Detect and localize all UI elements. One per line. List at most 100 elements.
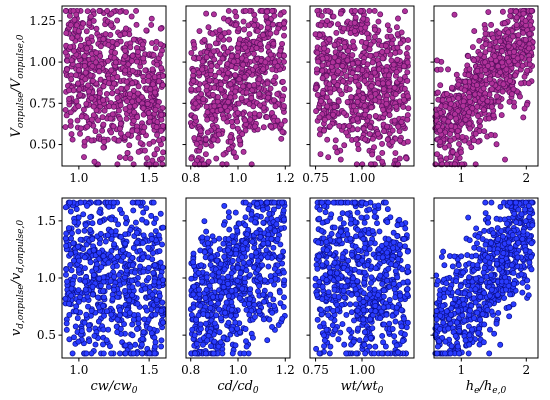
scatter-point bbox=[123, 9, 129, 15]
scatter-point bbox=[348, 251, 355, 258]
scatter-point bbox=[397, 76, 404, 83]
scatter-point bbox=[375, 18, 382, 25]
scatter-point bbox=[352, 14, 359, 21]
points-r1-c3 bbox=[312, 8, 412, 168]
scatter-point bbox=[322, 209, 329, 216]
scatter-point bbox=[62, 8, 69, 14]
scatter-point bbox=[512, 8, 519, 15]
scatter-point bbox=[137, 140, 144, 147]
scatter-point bbox=[152, 89, 158, 96]
scatter-point bbox=[195, 86, 202, 93]
scatter-point bbox=[216, 278, 223, 285]
scatter-point bbox=[89, 283, 96, 290]
scatter-point bbox=[369, 59, 376, 66]
scatter-point bbox=[499, 8, 506, 15]
scatter-point bbox=[102, 238, 109, 245]
scatter-point bbox=[85, 39, 92, 46]
scatter-point bbox=[337, 228, 344, 235]
scatter-point bbox=[480, 106, 487, 113]
scatter-point bbox=[377, 272, 384, 279]
scatter-point bbox=[232, 65, 239, 71]
scatter-point bbox=[138, 94, 145, 101]
panel-frame bbox=[61, 5, 167, 167]
scatter-point bbox=[469, 44, 476, 51]
scatter-point bbox=[439, 97, 446, 104]
scatter-point bbox=[445, 118, 452, 125]
scatter-point bbox=[224, 48, 231, 55]
scatter-point bbox=[84, 8, 91, 15]
scatter-point bbox=[357, 8, 364, 14]
scatter-point bbox=[225, 273, 231, 280]
scatter-point bbox=[139, 239, 146, 246]
scatter-point bbox=[366, 246, 373, 252]
scatter-point bbox=[331, 103, 338, 110]
scatter-point bbox=[372, 302, 379, 309]
scatter-point bbox=[398, 29, 405, 36]
scatter-point bbox=[355, 146, 362, 153]
scatter-point bbox=[315, 58, 322, 65]
scatter-point bbox=[210, 11, 217, 18]
scatter-point bbox=[226, 36, 233, 43]
scatter-point bbox=[107, 343, 113, 350]
scatter-point bbox=[433, 111, 440, 118]
scatter-point bbox=[363, 214, 370, 221]
scatter-point bbox=[75, 80, 82, 87]
scatter-point bbox=[216, 329, 223, 336]
scatter-point bbox=[320, 320, 327, 327]
scatter-point bbox=[344, 267, 351, 274]
scatter-point bbox=[129, 52, 136, 59]
scatter-point bbox=[466, 94, 473, 101]
scatter-point bbox=[239, 285, 246, 292]
scatter-point bbox=[95, 199, 102, 206]
scatter-point bbox=[326, 123, 333, 130]
scatter-point bbox=[405, 105, 412, 112]
scatter-point bbox=[268, 123, 275, 130]
scatter-point bbox=[80, 106, 87, 113]
scatter-point bbox=[475, 113, 481, 119]
scatter-point bbox=[75, 28, 82, 35]
scatter-point bbox=[505, 43, 512, 50]
scatter-point bbox=[482, 25, 489, 32]
scatter-point bbox=[371, 350, 378, 357]
scatter-point bbox=[156, 293, 163, 300]
scatter-point bbox=[366, 46, 373, 53]
scatter-point bbox=[66, 199, 73, 206]
scatter-point bbox=[326, 350, 333, 357]
scatter-point bbox=[371, 286, 378, 293]
scatter-point bbox=[225, 146, 232, 153]
scatter-point bbox=[253, 229, 260, 236]
x-tick-label: 1.5 bbox=[140, 363, 159, 377]
scatter-point bbox=[389, 312, 396, 319]
scatter-point bbox=[326, 81, 333, 88]
scatter-point bbox=[316, 350, 323, 357]
scatter-point bbox=[338, 199, 345, 206]
scatter-point bbox=[135, 134, 142, 141]
scatter-point bbox=[276, 289, 283, 296]
scatter-point bbox=[330, 111, 337, 118]
scatter-point bbox=[334, 82, 341, 89]
scatter-point bbox=[281, 52, 287, 59]
scatter-point bbox=[87, 13, 94, 20]
scatter-point bbox=[158, 307, 165, 314]
scatter-point bbox=[88, 95, 95, 102]
scatter-point bbox=[404, 248, 411, 255]
points-r2-c3 bbox=[312, 199, 412, 357]
scatter-point bbox=[522, 17, 529, 24]
scatter-point bbox=[96, 8, 103, 14]
scatter-point bbox=[481, 128, 488, 135]
scatter-point bbox=[83, 28, 90, 35]
scatter-point bbox=[478, 72, 485, 79]
scatter-point bbox=[348, 94, 355, 101]
scatter-point bbox=[251, 22, 258, 29]
scatter-point bbox=[160, 277, 166, 284]
scatter-point bbox=[135, 83, 142, 90]
scatter-point bbox=[270, 296, 277, 303]
scatter-point bbox=[226, 214, 232, 221]
scatter-point bbox=[62, 204, 69, 211]
scatter-point bbox=[363, 200, 370, 207]
scatter-point bbox=[389, 326, 396, 332]
scatter-point bbox=[255, 257, 262, 264]
scatter-point bbox=[132, 219, 139, 226]
scatter-point bbox=[371, 26, 378, 33]
scatter-point bbox=[77, 199, 84, 206]
